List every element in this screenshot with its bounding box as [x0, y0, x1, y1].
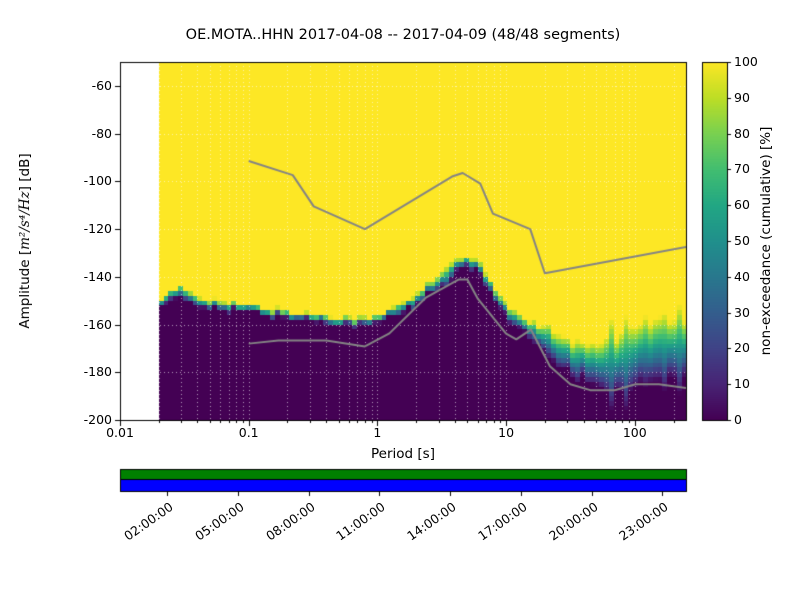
y-tick-label: -160: [83, 316, 112, 332]
time-tick-label: 14:00:00: [404, 499, 459, 544]
y-tick-label: -80: [91, 125, 112, 141]
x-tick-label: 10: [498, 425, 515, 440]
colorbar-tick-label: 10: [734, 376, 750, 392]
y-tick-label: -100: [83, 173, 112, 189]
x-tick-label: 1: [373, 425, 382, 440]
time-tick-label: 08:00:00: [262, 499, 318, 544]
colorbar-tick-label: 20: [734, 340, 750, 356]
y-tick-label: -180: [83, 364, 112, 380]
colorbar-tick-label: 0: [734, 412, 742, 427]
y-tick-label: -200: [83, 412, 112, 427]
time-tick-label: 23:00:00: [616, 499, 672, 544]
time-tick-label: 05:00:00: [191, 499, 247, 544]
time-tick-label: 11:00:00: [333, 499, 389, 544]
time-tick-label: 20:00:00: [545, 499, 601, 544]
time-tick-label: 02:00:00: [121, 499, 176, 544]
colorbar-tick-label: 70: [734, 161, 750, 177]
x-tick-label: 0.01: [106, 425, 134, 440]
y-tick-label: -60: [91, 77, 112, 93]
colorbar-tick-label: 40: [734, 268, 750, 284]
colorbar-tick-label: 50: [734, 233, 750, 248]
time-tick-label: 17:00:00: [474, 499, 530, 544]
colorbar-tick-label: 80: [734, 125, 750, 141]
colorbar-tick-label: 90: [734, 89, 750, 105]
x-tick-label: 0.1: [238, 425, 259, 440]
colorbar-tick-label: 100: [734, 54, 758, 69]
y-tick-label: -140: [83, 268, 112, 284]
x-axis-label: Period [s]: [371, 446, 435, 462]
colorbar-tick-label: 60: [734, 197, 750, 213]
plot-title: OE.MOTA..HHN 2017-04-08 -- 2017-04-09 (4…: [185, 27, 621, 43]
y-tick-label: -120: [83, 221, 112, 237]
x-tick-label: 100: [622, 425, 647, 440]
colorbar-tick-label: 30: [734, 304, 750, 320]
